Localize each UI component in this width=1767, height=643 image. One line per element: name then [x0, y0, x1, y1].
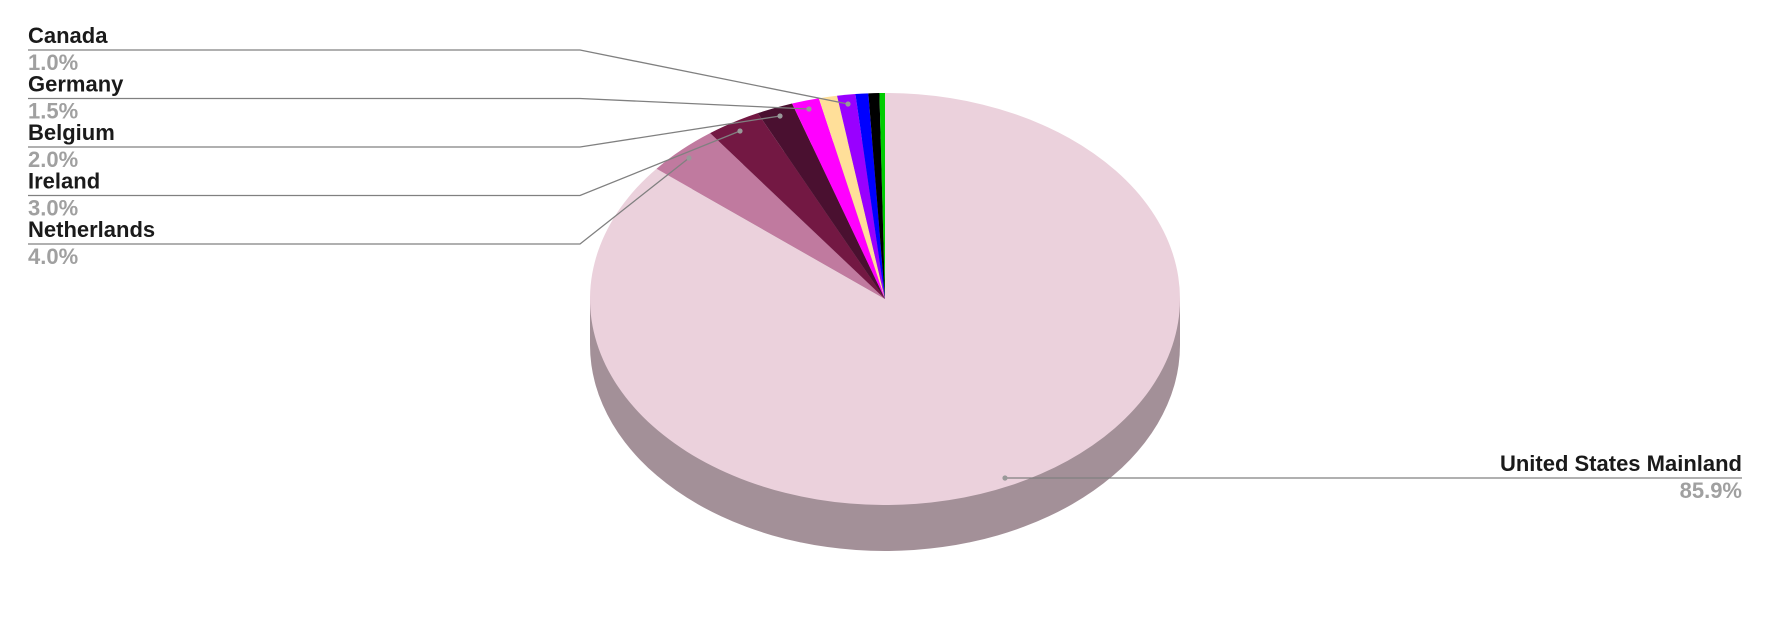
leader-dot-belgium — [777, 113, 783, 119]
leader-dot-united-states-mainland — [1002, 475, 1008, 481]
slice-value-canada: 1.0% — [28, 50, 78, 75]
leader-line-ireland — [28, 130, 741, 197]
slice-value-united-states-mainland: 85.9% — [1680, 478, 1742, 503]
slice-value-belgium: 2.0% — [28, 147, 78, 172]
pie-slice-germany — [792, 98, 885, 299]
pie-slice-unlabeled-5 — [818, 95, 885, 299]
pie-slice-unlabeled-8 — [868, 93, 885, 300]
pie-slice-unlabeled-9 — [879, 93, 885, 299]
leader-dot-netherlands — [686, 155, 692, 161]
slice-label-netherlands: Netherlands — [28, 217, 155, 242]
slice-label-canada: Canada — [28, 23, 108, 48]
slice-value-ireland: 3.0% — [28, 196, 78, 221]
leader-dot-ireland — [737, 128, 743, 134]
slice-label-united-states-mainland: United States Mainland — [1500, 451, 1742, 476]
pie-slice-unlabeled-7 — [855, 93, 885, 299]
pie-slice-ireland — [710, 113, 885, 300]
slice-label-ireland: Ireland — [28, 169, 100, 194]
leader-dot-germany — [806, 106, 812, 112]
slice-value-netherlands: 4.0% — [28, 244, 78, 269]
pie-slice-netherlands — [656, 133, 885, 299]
pie-slice-canada — [837, 94, 885, 299]
leader-dot-canada — [845, 101, 851, 107]
pie-slice-belgium — [757, 103, 885, 299]
slice-value-germany: 1.5% — [28, 99, 78, 124]
leader-line-germany — [28, 97, 810, 110]
slice-label-germany: Germany — [28, 72, 124, 97]
leader-line-belgium — [28, 115, 781, 148]
leader-line-netherlands — [28, 157, 690, 245]
slice-label-belgium: Belgium — [28, 120, 115, 145]
leader-line-canada — [28, 49, 849, 105]
